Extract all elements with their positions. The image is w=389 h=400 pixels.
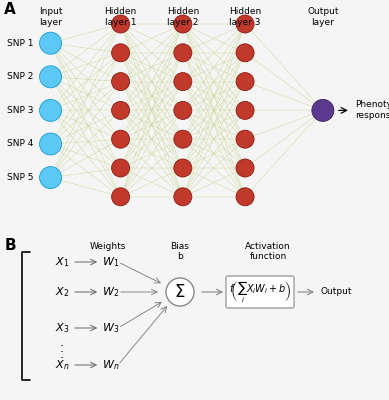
Circle shape — [40, 66, 61, 88]
Text: .: . — [60, 336, 64, 350]
Circle shape — [236, 159, 254, 177]
Text: SNP 3: SNP 3 — [7, 106, 33, 115]
Circle shape — [112, 188, 130, 206]
Text: $X_2$: $X_2$ — [55, 285, 69, 299]
Text: $W_3$: $W_3$ — [102, 321, 120, 335]
Text: $X_n$: $X_n$ — [55, 358, 69, 372]
Circle shape — [112, 73, 130, 91]
Circle shape — [236, 73, 254, 91]
Text: $f\!\left(\sum_i X_i W_i + b\right)$: $f\!\left(\sum_i X_i W_i + b\right)$ — [229, 279, 291, 305]
Circle shape — [40, 32, 61, 54]
Text: B: B — [5, 238, 17, 253]
Circle shape — [112, 44, 130, 62]
Text: Input
layer: Input layer — [39, 7, 62, 26]
Circle shape — [236, 44, 254, 62]
Text: SNP 2: SNP 2 — [7, 72, 33, 81]
Text: Hidden
layer 3: Hidden layer 3 — [229, 7, 261, 26]
Circle shape — [40, 99, 61, 121]
Circle shape — [40, 166, 61, 189]
Text: $X_3$: $X_3$ — [55, 321, 69, 335]
Circle shape — [174, 101, 192, 119]
Text: Activation
function: Activation function — [245, 242, 291, 262]
Text: .: . — [60, 342, 64, 356]
Circle shape — [312, 99, 334, 121]
Circle shape — [174, 130, 192, 148]
Text: $X_1$: $X_1$ — [55, 255, 69, 269]
Text: $W_2$: $W_2$ — [102, 285, 119, 299]
Text: .: . — [60, 348, 64, 362]
Circle shape — [112, 101, 130, 119]
Text: Phenotypic
response: Phenotypic response — [355, 100, 389, 120]
Circle shape — [174, 188, 192, 206]
Circle shape — [112, 159, 130, 177]
Text: Hidden
layer 1: Hidden layer 1 — [105, 7, 137, 26]
Text: $\Sigma$: $\Sigma$ — [174, 283, 186, 301]
Text: Weights: Weights — [90, 242, 126, 251]
Circle shape — [174, 15, 192, 33]
Text: SNP 1: SNP 1 — [7, 39, 33, 48]
Circle shape — [236, 188, 254, 206]
Text: SNP 4: SNP 4 — [7, 140, 33, 148]
Text: Output
layer: Output layer — [307, 7, 338, 26]
Text: $W_n$: $W_n$ — [102, 358, 120, 372]
Text: SNP 5: SNP 5 — [7, 173, 33, 182]
Text: Bias
b: Bias b — [170, 242, 189, 262]
Text: Output: Output — [321, 288, 352, 296]
Circle shape — [236, 101, 254, 119]
Circle shape — [236, 130, 254, 148]
Text: A: A — [4, 2, 16, 17]
Circle shape — [112, 130, 130, 148]
Circle shape — [174, 73, 192, 91]
Circle shape — [236, 15, 254, 33]
Circle shape — [166, 278, 194, 306]
Circle shape — [112, 15, 130, 33]
Circle shape — [174, 159, 192, 177]
Circle shape — [174, 44, 192, 62]
Circle shape — [40, 133, 61, 155]
Text: $W_1$: $W_1$ — [102, 255, 119, 269]
FancyBboxPatch shape — [226, 276, 294, 308]
Text: Hidden
layer 2: Hidden layer 2 — [167, 7, 199, 26]
